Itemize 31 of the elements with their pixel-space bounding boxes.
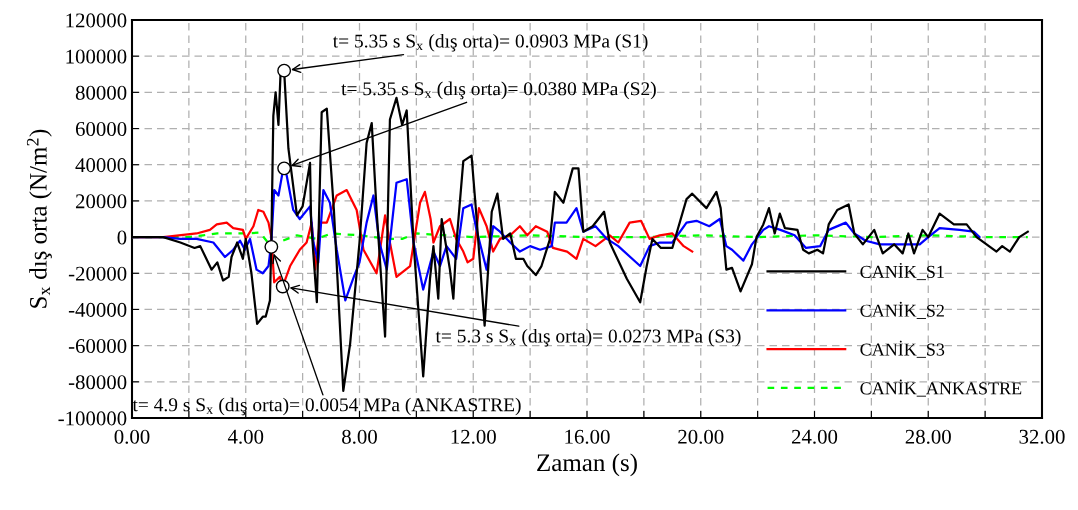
y-tick-label: -20000 (68, 266, 127, 281)
x-tick-label: 0.00 (114, 429, 150, 444)
x-tick-label: 32.00 (1019, 429, 1065, 444)
x-tick-label: 24.00 (791, 429, 838, 444)
x-tick-label: 4.00 (227, 429, 264, 444)
legend-label: CANİK_S3 (860, 340, 945, 358)
annotation: t= 5.35 s S$_{x}$ (dış orta)= 0.0380 MPa (S2) (341, 81, 656, 100)
y-tick-label: -100000 (58, 411, 127, 426)
y-tick-label: -40000 (68, 302, 127, 317)
x-axis-title: Zaman (s) (537, 453, 637, 477)
legend-label: CANİK_S1 (860, 262, 944, 281)
x-tick-label: 28.00 (905, 429, 951, 444)
x-tick-label: 8.00 (342, 429, 377, 444)
y-tick-label: -80000 (68, 375, 127, 390)
y-tick-label: 60000 (75, 121, 127, 136)
x-tick-label: 12.00 (451, 429, 496, 444)
y-tick-label: 0 (117, 230, 127, 245)
legend-label: CANİK_ANKASTRE (860, 379, 1022, 397)
y-tick-label: 100000 (66, 49, 127, 64)
annotation: t= 4.9 s S$_{x}$ (dış orta)= 0.0054 MPa (ANKASTRE) (132, 397, 521, 416)
legend-label: CANİK_S2 (860, 301, 944, 319)
x-tick-label: 16.00 (565, 429, 610, 444)
y-tick-label: 40000 (75, 158, 127, 173)
y-tick-label: 120000 (66, 13, 127, 28)
y-axis-title: S$_{x}$ dış orta (N/m$^{2}$) (26, 129, 52, 308)
annotation: t= 5.3 s S$_{x}$ (dış orta)= 0.0273 MPa (S3) (435, 328, 741, 347)
y-tick-label: -60000 (68, 339, 127, 354)
annotation: t= 5.35 s S$_{x}$ (dış orta)= 0.0903 MPa (S1) (332, 33, 648, 52)
y-tick-label: 80000 (75, 85, 127, 100)
y-tick-label: 20000 (75, 194, 127, 209)
x-tick-label: 20.00 (678, 429, 724, 444)
